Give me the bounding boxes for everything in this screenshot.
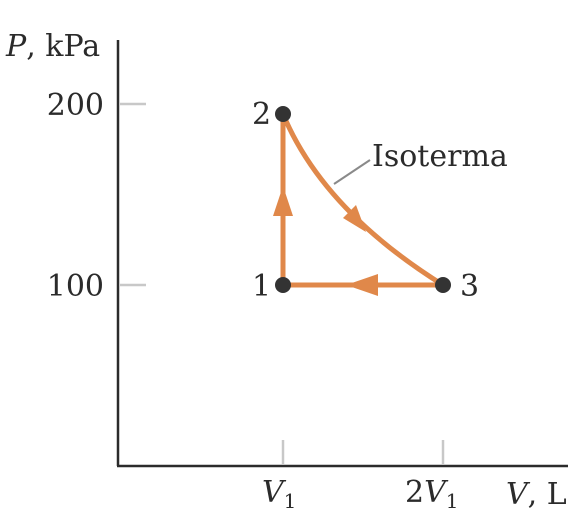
x-tick-label-2v1: 2V1 [405,475,459,513]
isotherm-label: Isoterma [372,139,508,174]
point-3 [435,277,451,293]
arrow-left-icon [346,274,378,296]
point-label-3: 3 [460,269,479,304]
x-axis-label: V, L [506,477,567,512]
process-2-to-3-isotherm [280,113,445,288]
isotherm-leader-line [333,159,371,185]
point-1 [275,277,291,293]
x-tick-label-v1: V1 [262,475,296,513]
y-axis-label: P, kPa [5,29,100,64]
point-2 [275,106,291,122]
y-tick-label-200: 200 [47,88,104,123]
point-label-1: 1 [252,269,271,304]
arrow-down-right-icon [343,205,366,232]
arrow-up-icon [273,186,293,216]
point-label-2: 2 [252,97,271,132]
y-tick-label-100: 100 [47,269,104,304]
